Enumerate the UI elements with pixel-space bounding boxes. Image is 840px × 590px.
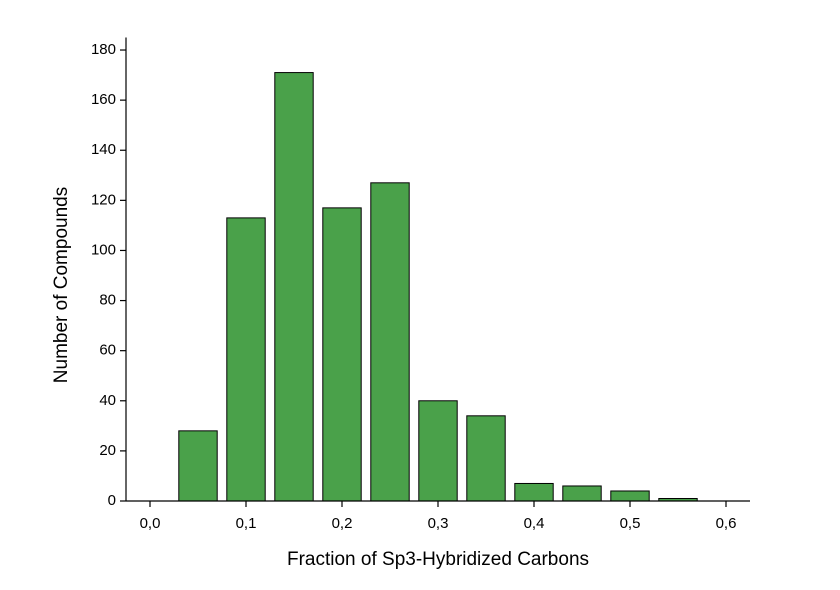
y-tick-label: 160	[91, 91, 116, 108]
bar	[178, 430, 218, 502]
y-tick-label: 40	[99, 392, 116, 409]
x-axis-title: Fraction of Sp3-Hybridized Carbons	[287, 549, 589, 570]
bar	[226, 217, 266, 502]
y-tick-label: 180	[91, 41, 116, 58]
bar	[418, 400, 458, 502]
y-tick-label: 100	[91, 241, 116, 258]
y-tick-label: 80	[99, 292, 116, 309]
y-tick-label: 0	[108, 492, 116, 509]
y-tick-label: 140	[91, 141, 116, 158]
x-tick-label: 0,5	[620, 515, 641, 532]
bar	[514, 482, 554, 502]
bar	[562, 485, 602, 502]
x-tick-label: 0,3	[428, 515, 449, 532]
x-tick-label: 0,6	[716, 515, 737, 532]
x-tick-label: 0,2	[332, 515, 353, 532]
x-tick-label: 0,0	[140, 515, 161, 532]
y-tick-label: 60	[99, 342, 116, 359]
bar	[466, 415, 506, 502]
bar	[370, 182, 410, 502]
bar	[274, 72, 314, 502]
y-axis-title: Number of Compounds	[51, 187, 72, 383]
bar	[322, 207, 362, 502]
x-tick-label: 0,1	[236, 515, 257, 532]
x-tick-label: 0,4	[524, 515, 545, 532]
bar	[610, 490, 650, 502]
y-tick-label: 20	[99, 442, 116, 459]
y-tick-label: 120	[91, 191, 116, 208]
